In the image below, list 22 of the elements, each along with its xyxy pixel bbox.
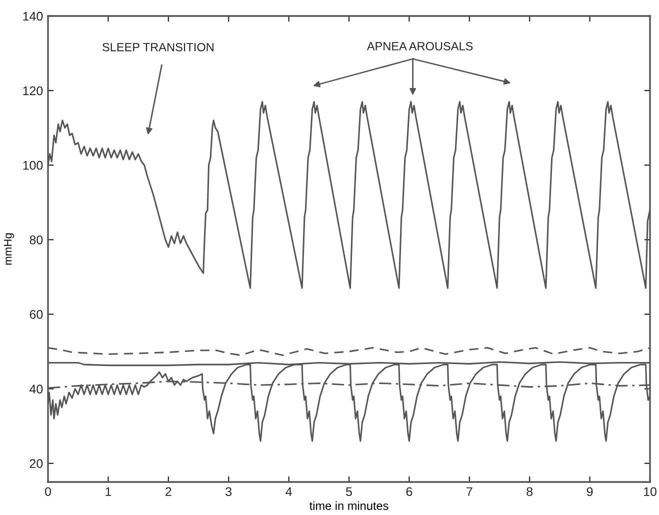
x-tick-label: 2 xyxy=(166,487,172,496)
annotation: APNEA AROUSALS xyxy=(366,42,473,50)
y-axis-title: mmHg xyxy=(4,233,14,265)
x-tick-label: 1 xyxy=(106,487,112,496)
x-tick-label: 7 xyxy=(466,487,472,496)
x-tick-label: 10 xyxy=(644,487,656,496)
x-tick-label: 8 xyxy=(526,487,533,496)
y-tick-label: 60 xyxy=(30,310,43,319)
y-tick-label: 20 xyxy=(30,459,43,468)
y-tick-label: 100 xyxy=(23,160,43,170)
y-tick-label: 140 xyxy=(23,12,43,21)
y-tick-label: 120 xyxy=(23,86,43,96)
annotation: SLEEP TRANSITION xyxy=(102,42,214,52)
x-tick-label: 3 xyxy=(226,487,232,496)
x-tick-label: 0 xyxy=(45,487,51,496)
y-tick-label: 80 xyxy=(30,235,43,244)
x-axis-title: time in minutes xyxy=(309,501,388,510)
x-tick-label: 4 xyxy=(286,487,292,496)
x-tick-label: 5 xyxy=(346,487,352,496)
x-tick-label: 9 xyxy=(586,487,593,496)
y-tick-label: 40 xyxy=(30,384,43,394)
x-tick-label: 6 xyxy=(406,487,412,496)
